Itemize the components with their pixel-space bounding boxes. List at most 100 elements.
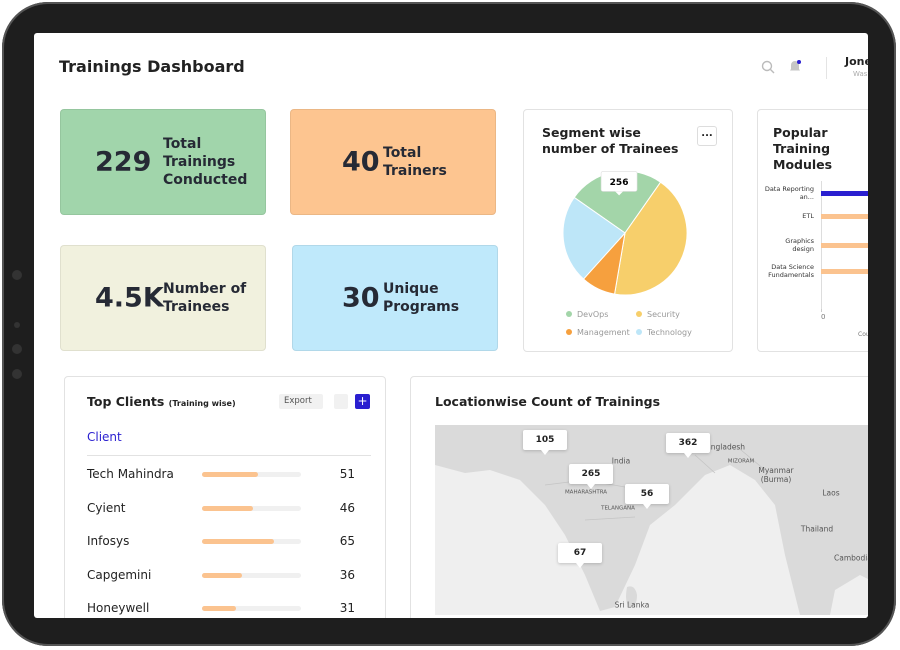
menu-button[interactable]: ...: [697, 126, 717, 146]
marker-value: 67: [573, 548, 587, 558]
title-subtitle: (Training wise): [168, 399, 236, 408]
client-name: Capgemini: [87, 567, 152, 582]
legend-swatch: [566, 329, 572, 335]
bar: [821, 190, 868, 196]
client-value: 51: [339, 467, 355, 481]
place-label: Laos: [822, 488, 840, 498]
stat-value: 30: [342, 282, 380, 314]
place-label: MAHARASHTRA: [564, 489, 608, 496]
screen: Trainings Dashboard Jone Was Segment wis…: [34, 33, 868, 618]
land: [435, 425, 868, 615]
marker-pointer: [587, 484, 595, 489]
legend-swatch: [636, 329, 642, 335]
map-card: Locationwise Count of Trainings India MAH…: [410, 376, 868, 618]
header-rule: [87, 455, 371, 456]
bar-track: [202, 606, 301, 611]
card-title: Locationwise Count of Trainings: [435, 394, 661, 409]
stat-card: 4.5K Number of Trainees: [60, 245, 266, 351]
user-name: Jone: [845, 55, 868, 68]
y-tick-label: Graphics design: [785, 237, 814, 253]
place-label: Thailand: [800, 524, 834, 534]
place-label: TELANGANA: [601, 505, 635, 512]
marker-pointer: [684, 453, 692, 458]
marker-pointer: [576, 563, 584, 568]
marker-value: 105: [535, 435, 555, 445]
map-marker[interactable]: 56: [625, 484, 669, 509]
x-axis-label: Count: [858, 331, 868, 338]
marker-pointer: [643, 504, 651, 509]
bell-badge: [797, 60, 801, 64]
modules-card: Popular Training Modules Data Reporting …: [757, 109, 868, 352]
add-button[interactable]: +: [355, 394, 370, 409]
legend-label: Technology: [646, 328, 692, 337]
client-value: 36: [339, 567, 355, 582]
place-label: MIZORAM: [727, 458, 755, 465]
tick-mark: [821, 309, 822, 312]
search-handle: [770, 69, 775, 74]
client-value: 65: [339, 534, 355, 548]
bar: [202, 472, 259, 477]
stat-label: Number of Trainees: [163, 281, 247, 315]
pie-slice: [613, 181, 688, 296]
client-name: Tech Mahindra: [87, 467, 174, 481]
stat-value: 4.5K: [95, 282, 164, 314]
card-title: Top Clients (Training wise): [87, 394, 236, 409]
bar-track: [202, 572, 301, 578]
map-marker[interactable]: 265: [569, 464, 613, 489]
y-tick-label: Data Reporting an...: [764, 185, 814, 201]
settings-button[interactable]: [334, 394, 348, 409]
legend-label: Management: [577, 328, 630, 337]
data-label-pointer: [615, 191, 624, 196]
bar: [202, 572, 242, 578]
map[interactable]: India MAHARASHTRA TELANGANA Bangladesh MIZOR…: [435, 425, 868, 615]
y-tick-label: ETL: [802, 212, 814, 220]
y-tick-label: Data Science Fundamentals: [768, 263, 814, 279]
client-name: Cyient: [87, 500, 126, 515]
bell-icon[interactable]: [788, 59, 802, 74]
map-marker[interactable]: 362: [666, 433, 710, 458]
place-label: Bangladesh: [701, 442, 745, 452]
chart-title: Popular Training Modules: [773, 125, 833, 172]
page-title: Trainings Dashboard: [59, 57, 245, 76]
stat-card: 229 Total Trainings Conducted: [60, 109, 266, 215]
segment-card: Segment wise number of Trainees ... 256 D…: [523, 109, 733, 352]
stat-card: 40 Total Trainers: [290, 109, 496, 215]
bell-body: [790, 61, 800, 71]
bar: [202, 606, 237, 611]
map-marker[interactable]: 105: [523, 430, 567, 455]
map-marker[interactable]: 67: [558, 543, 602, 568]
chart-title: Segment wise number of Trainees: [542, 125, 679, 156]
stat-label: Total Trainers: [383, 145, 447, 179]
marker-pointer: [541, 450, 549, 455]
search-icon[interactable]: [761, 60, 775, 74]
stat-value: 229: [95, 146, 152, 178]
place-label: Myanmar (Burma): [758, 466, 794, 484]
data-label: 256: [610, 178, 629, 188]
title-text: Top Clients: [87, 394, 165, 409]
stat-label: Unique Programs: [383, 281, 460, 315]
top-clients-card: Top Clients (Training wise) Export + Cli…: [64, 376, 386, 618]
camera-dot: [12, 270, 22, 280]
camera-dot: [12, 344, 22, 354]
camera-dot: [12, 369, 22, 379]
marker-value: 362: [678, 438, 698, 448]
marker-value: 56: [640, 489, 654, 499]
bar: [821, 242, 868, 248]
export-button[interactable]: Export: [279, 394, 323, 409]
place-label: Sri Lanka: [614, 600, 650, 610]
sea: [830, 575, 868, 615]
legend-swatch: [566, 311, 572, 317]
client-name: Infosys: [87, 534, 130, 548]
header-divider: [826, 57, 827, 79]
x-tick-label: 0: [821, 313, 826, 321]
place-label: Cambodia: [834, 553, 868, 563]
column-header: Client: [87, 430, 122, 444]
map-land: [435, 425, 868, 615]
place-label: India: [611, 456, 631, 466]
island: [626, 586, 637, 607]
bar: [821, 213, 868, 219]
bar: [202, 539, 274, 544]
stat-card: 30 Unique Programs: [292, 245, 498, 351]
client-value: 31: [339, 601, 355, 615]
stat-value: 40: [342, 146, 380, 178]
